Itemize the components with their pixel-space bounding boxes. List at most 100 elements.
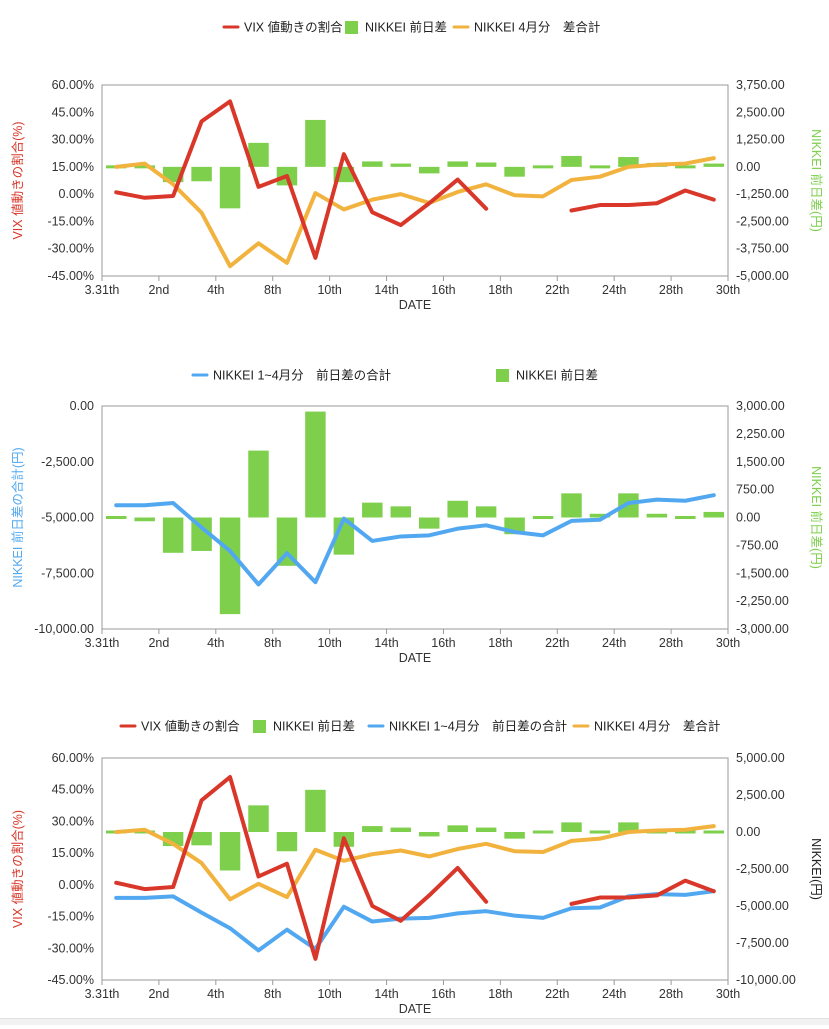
x-axis-tick-label: 30th: [716, 987, 740, 1001]
right-axis-tick-label: 2,500.00: [736, 105, 785, 119]
right-axis-title: NIKKEI(円): [809, 838, 823, 900]
bar-nikkei-daily-diff: [447, 500, 468, 518]
x-axis-tick-label: 16th: [431, 636, 455, 650]
x-axis-tick-label: 28th: [659, 283, 683, 297]
x-axis-tick-label: 16th: [431, 283, 455, 297]
bar-nikkei-daily-diff: [618, 493, 639, 518]
left-axis-tick-label: -10,000.00: [34, 622, 94, 636]
left-axis-tick-label: -45.00%: [47, 973, 94, 987]
x-axis-tick-label: 14th: [374, 987, 398, 1001]
left-axis-tick-label: 60.00%: [52, 78, 94, 92]
legend-label: VIX 値動きの割合: [141, 719, 240, 734]
bar-nikkei-daily-diff: [675, 516, 696, 519]
legend-swatch-bar: [496, 369, 509, 382]
left-axis-tick-label: 30.00%: [52, 133, 94, 147]
x-axis-tick-label: 2nd: [148, 987, 169, 1001]
bar-nikkei-daily-diff: [561, 822, 582, 832]
right-axis-tick-label: -5,000.00: [736, 899, 789, 913]
bar-nikkei-daily-diff: [618, 822, 639, 832]
line-april: [114, 156, 716, 269]
right-axis-tick-label: 3,750.00: [736, 78, 785, 92]
left-axis-tick-label: 45.00%: [52, 105, 94, 119]
x-axis-tick-label: 4th: [207, 987, 224, 1001]
left-axis-tick-label: -15.00%: [47, 910, 94, 924]
right-axis-tick-label: -2,500.00: [736, 214, 789, 228]
bar-nikkei-daily-diff: [191, 517, 212, 551]
bar-nikkei-daily-diff: [561, 155, 582, 167]
legend-swatch-bar: [253, 720, 266, 733]
bar-nikkei-daily-diff: [504, 832, 525, 839]
legend-swatch-bar: [345, 21, 358, 34]
bar-nikkei-daily-diff: [362, 826, 383, 832]
right-axis-tick-label: 5,000.00: [736, 751, 785, 765]
x-axis-tick-label: 28th: [659, 987, 683, 1001]
line-sum: [114, 493, 716, 587]
legend-label: NIKKEI 前日差: [365, 20, 447, 35]
bar-nikkei-daily-diff: [675, 830, 696, 834]
right-axis-tick-label: 0.00: [736, 825, 760, 839]
right-axis-tick-label: 3,000.00: [736, 399, 785, 413]
bar-nikkei-daily-diff: [475, 162, 497, 167]
plot-frame: [101, 405, 729, 630]
right-axis-tick-label: -3,000.00: [736, 622, 789, 636]
right-axis-tick-label: -10,000.00: [736, 973, 796, 987]
line-april: [114, 824, 716, 902]
right-axis-tick-label: 1,250.00: [736, 133, 785, 147]
line-vix: [569, 878, 716, 906]
x-axis-tick-label: 18th: [488, 987, 512, 1001]
line-vix: [114, 99, 489, 260]
right-axis-title: NIKKEI 前日差(円): [809, 129, 824, 232]
x-axis-tick-label: 18th: [488, 636, 512, 650]
bar-nikkei-daily-diff: [390, 827, 412, 832]
x-axis-tick-label: 22th: [545, 987, 569, 1001]
right-axis-tick-label: 2,500.00: [736, 788, 785, 802]
bar-nikkei-daily-diff: [589, 165, 611, 169]
legend-label: NIKKEI 1~4月分 前日差の合計: [389, 719, 567, 734]
bar-nikkei-daily-diff: [362, 502, 383, 518]
bar-nikkei-daily-diff: [447, 161, 468, 167]
left-axis-tick-label: 0.00%: [59, 878, 94, 892]
bar-nikkei-daily-diff: [362, 161, 383, 167]
x-axis-tick-label: 10th: [317, 636, 341, 650]
plot-frame: [101, 84, 729, 277]
bar-nikkei-daily-diff: [305, 789, 326, 832]
left-axis-tick-label: 15.00%: [52, 846, 94, 860]
bar-nikkei-daily-diff: [646, 513, 668, 518]
x-axis-tick-label: 24th: [602, 283, 626, 297]
legend-label: NIKKEI 4月分 差合計: [594, 719, 720, 734]
right-axis-title: NIKKEI 前日差(円): [809, 466, 824, 569]
left-axis-tick-label: 15.00%: [52, 160, 94, 174]
left-axis-tick-label: -15.00%: [47, 214, 94, 228]
bar-nikkei-daily-diff: [191, 832, 212, 846]
chart-3: 60.00% 45.00% 30.00% 15.00% 0.00% -15.00% -30.…: [10, 719, 823, 1017]
x-axis-tick-label: 10th: [317, 283, 341, 297]
right-axis-tick-label: -2,500.00: [736, 862, 789, 876]
right-axis-tick-label: 1,500.00: [736, 455, 785, 469]
x-axis-tick-label: 16th: [431, 987, 455, 1001]
x-axis-title: DATE: [399, 651, 431, 665]
x-axis-title: DATE: [399, 1002, 431, 1016]
right-axis-tick-label: 0.00: [736, 511, 760, 525]
bar-nikkei-daily-diff: [589, 513, 611, 518]
left-axis-title: NIKKEI 前日差の合計(円): [10, 447, 25, 587]
bar-nikkei-daily-diff: [390, 506, 412, 518]
legend-label: NIKKEI 4月分 差合計: [474, 20, 600, 35]
bar-nikkei-daily-diff: [305, 411, 326, 518]
bar-nikkei-daily-diff: [475, 506, 497, 518]
bar-nikkei-daily-diff: [248, 450, 269, 518]
plot-frame: [101, 757, 729, 981]
left-axis-tick-label: 45.00%: [52, 783, 94, 797]
bar-nikkei-daily-diff: [675, 165, 696, 169]
bar-nikkei-daily-diff: [703, 830, 725, 834]
x-axis-tick-label: 22th: [545, 283, 569, 297]
left-axis-tick-label: -7,500.00: [41, 566, 94, 580]
bar-nikkei-daily-diff: [418, 517, 440, 529]
x-axis-tick-label: 14th: [374, 636, 398, 650]
page-bottom-rule: [0, 1018, 829, 1025]
right-axis-tick-label: -1,500.00: [736, 566, 789, 580]
bar-nikkei-daily-diff: [618, 157, 639, 167]
bar-nikkei-daily-diff: [305, 119, 326, 167]
right-axis-tick-label: -2,250.00: [736, 594, 789, 608]
x-axis-tick-label: 22th: [545, 636, 569, 650]
